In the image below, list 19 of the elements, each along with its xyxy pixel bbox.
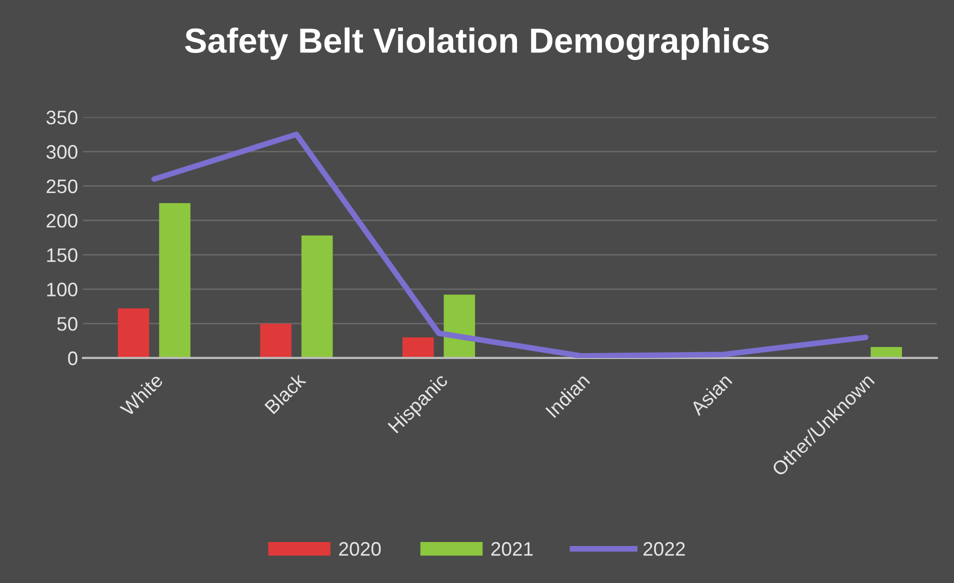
- chart-title: Safety Belt Violation Demographics: [185, 27, 769, 60]
- y-tick-label: 0: [68, 351, 78, 366]
- bar: [444, 294, 476, 358]
- legend-label: 2022: [643, 542, 685, 556]
- bar: [260, 324, 292, 358]
- y-tick-label: 350: [46, 110, 78, 124]
- bar: [118, 308, 150, 358]
- legend-label: 2020: [339, 542, 381, 556]
- y-tick-label: 250: [46, 179, 78, 194]
- y-tick-label: 200: [46, 214, 78, 228]
- bar: [402, 337, 434, 358]
- y-tick-label: 50: [57, 317, 78, 331]
- y-tick-label: 300: [46, 145, 78, 159]
- y-tick-label: 150: [47, 248, 78, 262]
- bar: [159, 203, 190, 358]
- bar: [870, 346, 902, 358]
- y-tick-label: 100: [47, 282, 78, 296]
- bar: [301, 236, 333, 358]
- legend-label: 2021: [491, 542, 533, 556]
